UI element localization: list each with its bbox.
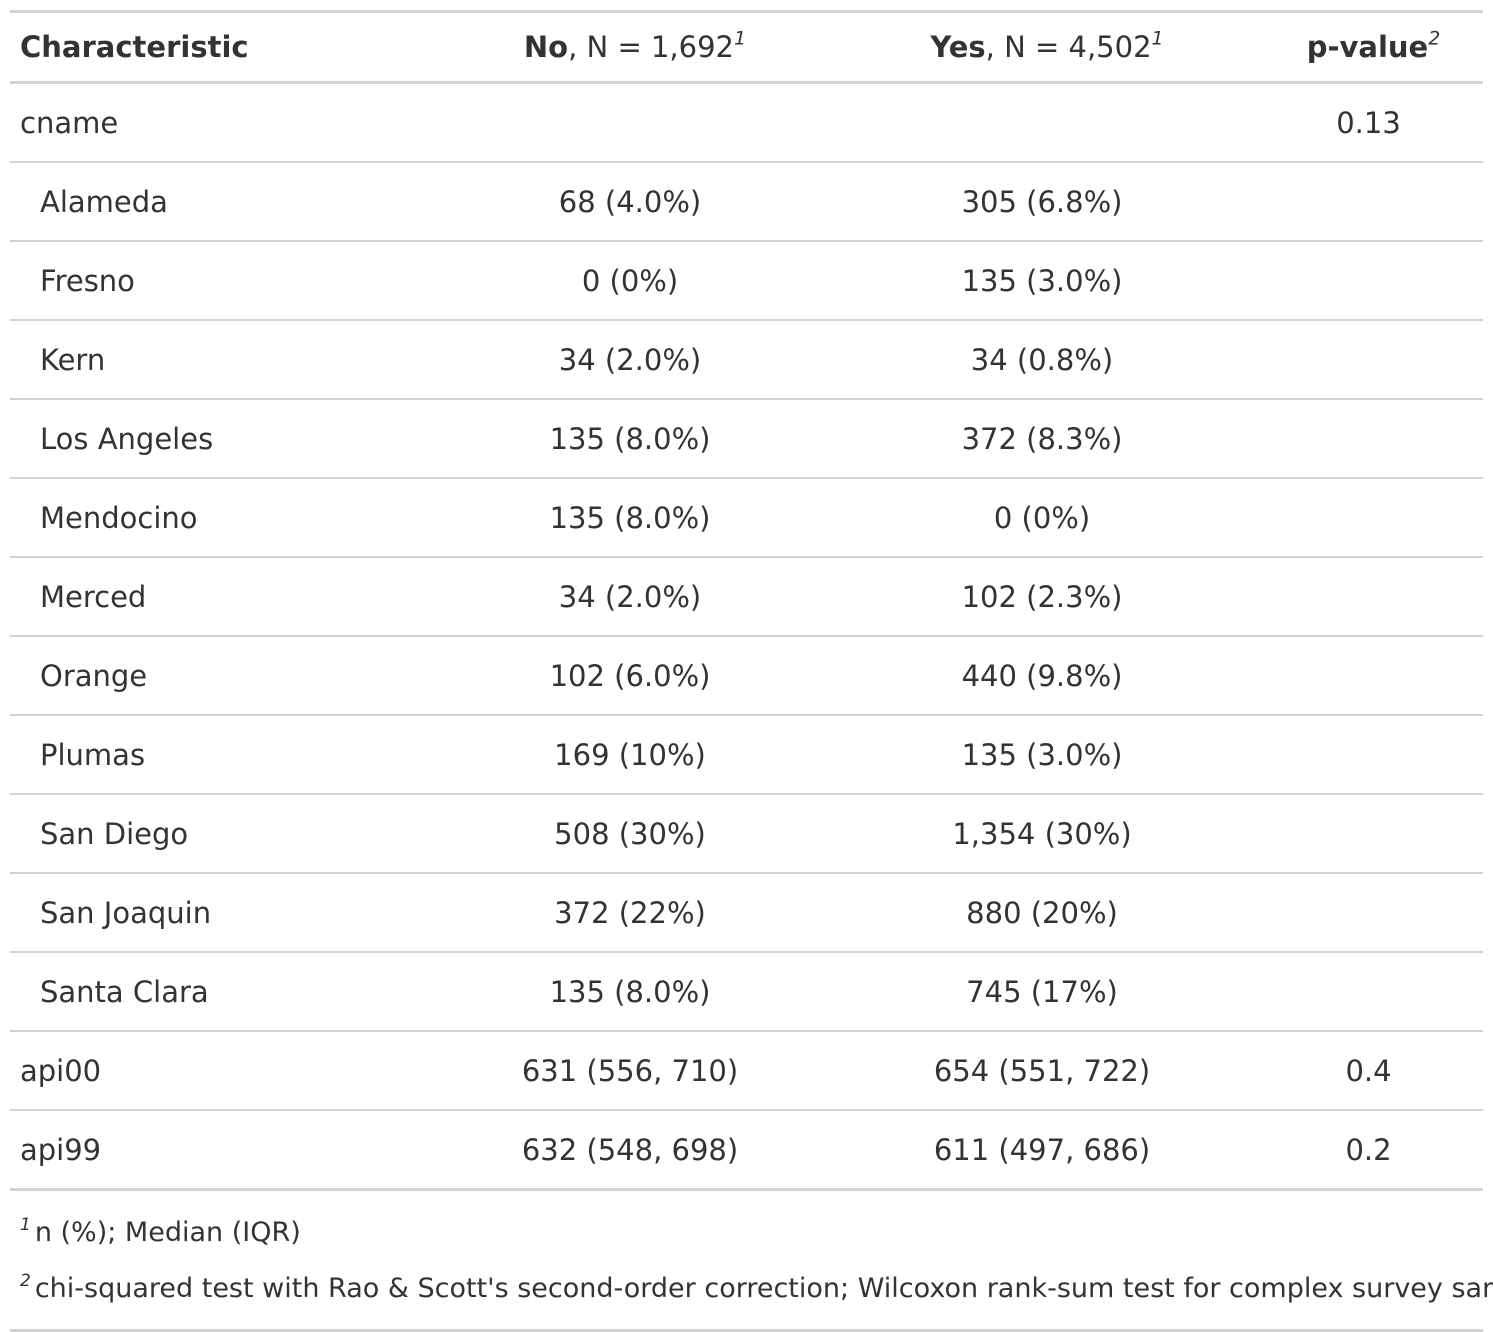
- cell-pvalue: 0.13: [1254, 82, 1483, 163]
- table-row: cname 0.13: [10, 82, 1483, 163]
- table-row: Los Angeles 135 (8.0%) 372 (8.3%): [10, 399, 1483, 479]
- cell-yes: 611 (497, 686): [830, 1110, 1254, 1191]
- cell-no: [430, 82, 830, 163]
- table-row: api99 632 (548, 698) 611 (497, 686) 0.2: [10, 1110, 1483, 1191]
- cell-pvalue: [1254, 399, 1483, 479]
- cell-yes: 305 (6.8%): [830, 162, 1254, 242]
- row-label: Santa Clara: [10, 952, 430, 1032]
- cell-no: 631 (556, 710): [430, 1031, 830, 1111]
- footnote-text: chi-squared test with Rao & Scott's seco…: [34, 1273, 1493, 1304]
- row-label: Alameda: [10, 162, 430, 242]
- cell-no: 135 (8.0%): [430, 399, 830, 479]
- row-label: cname: [10, 82, 430, 163]
- header-characteristic: Characteristic: [10, 11, 430, 84]
- footnote: 2 chi-squared test with Rao & Scott's sec…: [20, 1261, 1493, 1317]
- row-label: Kern: [10, 320, 430, 400]
- table-row: San Diego 508 (30%) 1,354 (30%): [10, 794, 1483, 874]
- cell-yes: 135 (3.0%): [830, 241, 1254, 321]
- table-row: Santa Clara 135 (8.0%) 745 (17%): [10, 952, 1483, 1032]
- cell-yes: 1,354 (30%): [830, 794, 1254, 874]
- cell-pvalue: [1254, 162, 1483, 242]
- cell-pvalue: [1254, 557, 1483, 637]
- cell-no: 169 (10%): [430, 715, 830, 795]
- cell-no: 632 (548, 698): [430, 1110, 830, 1191]
- footnote-mark: 1: [1151, 27, 1164, 50]
- footnote-mark: 1: [20, 1214, 31, 1235]
- header-pvalue: p-value2: [1254, 11, 1483, 84]
- header-yes: Yes, N = 4,5021: [830, 11, 1254, 84]
- cell-no: 135 (8.0%): [430, 478, 830, 558]
- cell-pvalue: 0.2: [1254, 1110, 1483, 1191]
- cell-yes: 440 (9.8%): [830, 636, 1254, 716]
- summary-table: Characteristic No, N = 1,6921 Yes, N = 4…: [10, 10, 1483, 1191]
- cell-pvalue: [1254, 715, 1483, 795]
- table-row: San Joaquin 372 (22%) 880 (20%): [10, 873, 1483, 953]
- cell-no: 102 (6.0%): [430, 636, 830, 716]
- row-label: Mendocino: [10, 478, 430, 558]
- table-row: Alameda 68 (4.0%) 305 (6.8%): [10, 162, 1483, 242]
- row-label: api99: [10, 1110, 430, 1191]
- summary-table-container: Characteristic No, N = 1,6921 Yes, N = 4…: [10, 10, 1493, 1332]
- header-yes-label: Yes: [930, 30, 986, 64]
- row-label: Merced: [10, 557, 430, 637]
- cell-pvalue: [1254, 873, 1483, 953]
- table-row: Fresno 0 (0%) 135 (3.0%): [10, 241, 1483, 321]
- cell-yes: 880 (20%): [830, 873, 1254, 953]
- header-pvalue-label: p-value: [1306, 30, 1429, 64]
- cell-yes: 0 (0%): [830, 478, 1254, 558]
- cell-pvalue: [1254, 241, 1483, 321]
- cell-no: 34 (2.0%): [430, 320, 830, 400]
- row-label: San Diego: [10, 794, 430, 874]
- row-label: Fresno: [10, 241, 430, 321]
- header-no-label: No: [523, 30, 569, 64]
- row-label: Plumas: [10, 715, 430, 795]
- cell-no: 135 (8.0%): [430, 952, 830, 1032]
- footnote-mark: 1: [734, 27, 747, 50]
- cell-pvalue: [1254, 320, 1483, 400]
- cell-yes: 654 (551, 722): [830, 1031, 1254, 1111]
- header-yes-n: , N = 4,502: [985, 30, 1152, 64]
- cell-yes: 135 (3.0%): [830, 715, 1254, 795]
- footnote-mark: 2: [20, 1270, 31, 1291]
- footnote-mark: 2: [1428, 27, 1441, 50]
- row-label: Los Angeles: [10, 399, 430, 479]
- cell-no: 68 (4.0%): [430, 162, 830, 242]
- cell-no: 34 (2.0%): [430, 557, 830, 637]
- table-row: Orange 102 (6.0%) 440 (9.8%): [10, 636, 1483, 716]
- table-row: api00 631 (556, 710) 654 (551, 722) 0.4: [10, 1031, 1483, 1111]
- cell-yes: 34 (0.8%): [830, 320, 1254, 400]
- cell-no: 508 (30%): [430, 794, 830, 874]
- table-row: Plumas 169 (10%) 135 (3.0%): [10, 715, 1483, 795]
- row-label: San Joaquin: [10, 873, 430, 953]
- cell-pvalue: [1254, 478, 1483, 558]
- footnote-text: n (%); Median (IQR): [34, 1217, 301, 1248]
- table-row: Kern 34 (2.0%) 34 (0.8%): [10, 320, 1483, 400]
- cell-no: 372 (22%): [430, 873, 830, 953]
- header-no-n: , N = 1,692: [568, 30, 734, 64]
- cell-pvalue: 0.4: [1254, 1031, 1483, 1111]
- cell-yes: 102 (2.3%): [830, 557, 1254, 637]
- cell-pvalue: [1254, 794, 1483, 874]
- row-label: Orange: [10, 636, 430, 716]
- cell-yes: [830, 82, 1254, 163]
- cell-pvalue: [1254, 952, 1483, 1032]
- cell-pvalue: [1254, 636, 1483, 716]
- row-label: api00: [10, 1031, 430, 1111]
- header-row: Characteristic No, N = 1,6921 Yes, N = 4…: [10, 11, 1483, 84]
- cell-yes: 372 (8.3%): [830, 399, 1254, 479]
- header-no: No, N = 1,6921: [430, 11, 830, 84]
- cell-no: 0 (0%): [430, 241, 830, 321]
- cell-yes: 745 (17%): [830, 952, 1254, 1032]
- table-row: Mendocino 135 (8.0%) 0 (0%): [10, 478, 1483, 558]
- table-row: Merced 34 (2.0%) 102 (2.3%): [10, 557, 1483, 637]
